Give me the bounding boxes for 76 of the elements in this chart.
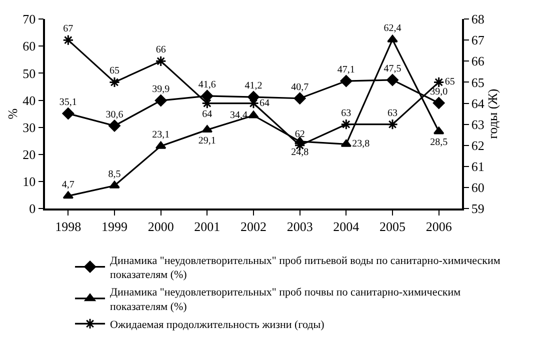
data-label: 39,9 xyxy=(152,84,170,96)
data-label: 66 xyxy=(156,44,166,56)
data-label: 47,1 xyxy=(337,64,355,76)
point xyxy=(386,118,398,130)
point xyxy=(340,118,352,130)
point xyxy=(108,120,120,132)
data-label: 23,1 xyxy=(152,130,170,141)
data-label: 41,2 xyxy=(244,80,262,92)
data-label: 47,5 xyxy=(384,63,402,74)
point xyxy=(62,34,74,46)
legend-label: Динамика "неудовлетворительных" проб питьевой воды по санитарно-химическим показателям (%) xyxy=(110,254,500,282)
point xyxy=(294,92,306,104)
x-tick-label: 2004 xyxy=(333,219,360,234)
y-tick-label: 20 xyxy=(22,147,36,162)
data-label: 62,4 xyxy=(384,23,402,34)
data-label: 65 xyxy=(110,66,120,77)
data-label: 35,1 xyxy=(59,97,77,108)
y-tick-label: 60 xyxy=(22,38,36,54)
y2-tick-label: 60 xyxy=(471,180,484,196)
point xyxy=(248,110,259,118)
x-tick-label: 2006 xyxy=(426,219,452,234)
data-label: 65 xyxy=(444,76,455,88)
y2-tick-label: 66 xyxy=(471,54,485,69)
data-label: 23,8 xyxy=(352,138,370,150)
y2-tick-label: 61 xyxy=(471,159,484,174)
data-label: 41,6 xyxy=(198,79,216,90)
point xyxy=(386,74,398,86)
data-label: 63 xyxy=(341,108,352,119)
x-tick-label: 2003 xyxy=(286,219,313,234)
point xyxy=(108,76,120,88)
data-label: 34,4 xyxy=(230,110,248,121)
point xyxy=(202,98,213,109)
point xyxy=(62,108,74,120)
x-tick-label: 2005 xyxy=(380,219,406,234)
point xyxy=(433,76,444,88)
y2-tick-label: 59 xyxy=(471,201,484,216)
data-label: 4,7 xyxy=(62,179,74,190)
point xyxy=(109,180,120,188)
data-label: 28,5 xyxy=(430,136,448,148)
y-tick-label: 0 xyxy=(29,201,36,216)
data-label: 67 xyxy=(63,24,74,35)
data-label: 39,0 xyxy=(430,86,448,98)
x-tick-label: 1998 xyxy=(55,219,82,234)
data-label: 63 xyxy=(388,108,398,119)
data-label: 24,8 xyxy=(291,146,309,158)
y2-tick-label: 62 xyxy=(471,138,484,153)
data-label: 62 xyxy=(294,128,305,140)
point xyxy=(155,56,166,67)
x-tick-label: 2000 xyxy=(148,219,174,234)
y-tick-label: 50 xyxy=(22,66,36,81)
y2-tick-label: 64 xyxy=(471,96,485,111)
data-label: 29,1 xyxy=(198,135,216,146)
x-tick-label: 2001 xyxy=(194,219,220,234)
data-label: 8,5 xyxy=(108,169,121,180)
data-label: 64 xyxy=(202,108,212,120)
data-label: 64 xyxy=(260,98,270,109)
y-axis-title: % xyxy=(5,108,20,120)
point xyxy=(340,75,352,87)
y-tick-label: 30 xyxy=(22,120,36,135)
x-tick-label: 2002 xyxy=(240,219,266,234)
data-label: 30,6 xyxy=(106,109,124,120)
y2-tick-label: 65 xyxy=(471,74,484,90)
point xyxy=(432,97,445,109)
y-tick-label: 40 xyxy=(22,92,36,108)
y-tick-label: 70 xyxy=(22,12,36,27)
y2-tick-label: 67 xyxy=(471,32,485,48)
legend-label: Ожидаемая продолжительность жизни (годы) xyxy=(110,318,325,331)
point xyxy=(154,94,167,106)
legend-label: Динамика "неудовлетворительных" проб почвы по санитарно-химическим показателям (%) xyxy=(110,286,461,313)
y-tick-label: 10 xyxy=(22,174,36,190)
data-label: 40,7 xyxy=(291,82,309,93)
x-tick-label: 1999 xyxy=(102,219,128,234)
point xyxy=(201,90,214,102)
y2-tick-label: 63 xyxy=(471,116,484,132)
y2-axis-title: годы (Ж) xyxy=(484,88,500,139)
y2-tick-label: 68 xyxy=(471,12,484,27)
